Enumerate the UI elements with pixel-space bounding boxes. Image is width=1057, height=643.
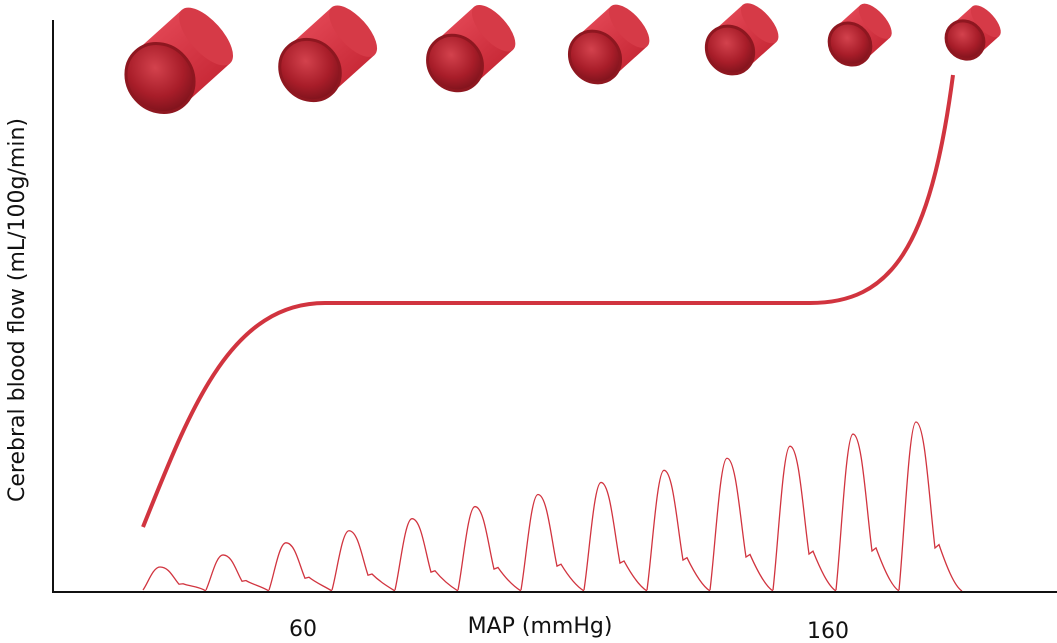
pressure-wave: [898, 421, 963, 592]
pressure-wave: [394, 518, 459, 592]
vessel: [278, 5, 378, 103]
x-tick-label: 160: [807, 619, 849, 643]
vessel: [827, 3, 892, 67]
vessel: [426, 4, 516, 93]
vessel-opening: [704, 24, 756, 76]
vessel-end: [608, 4, 650, 48]
pressure-wave: [331, 530, 396, 592]
x-axis-label: MAP (mmHg): [468, 614, 613, 639]
pressure-wave: [772, 445, 837, 592]
vessels: [124, 3, 1001, 114]
pressure-wave: [457, 505, 522, 592]
pressure-wave: [835, 433, 900, 592]
vessel-end: [858, 3, 892, 39]
pressure-wave: [709, 457, 774, 592]
autoregulation-curve: [141, 74, 955, 528]
vessel-end: [179, 7, 234, 66]
vessel: [567, 4, 650, 85]
vessel: [704, 3, 779, 76]
pressure-wave: [205, 554, 270, 592]
vessel-opening: [426, 33, 484, 93]
y-axis-label: Cerebral blood flow (mL/100g/min): [5, 118, 30, 502]
vessel-body: [576, 6, 648, 78]
pressure-wave: [142, 566, 207, 592]
pressure-waves: [142, 421, 963, 592]
vessel-opening: [278, 37, 342, 103]
vessel-opening: [124, 42, 196, 114]
vessel: [124, 7, 234, 114]
vessel-opening: [827, 21, 873, 67]
vessel-end: [970, 5, 1001, 38]
vessel: [944, 5, 1001, 61]
vessel-end: [471, 4, 516, 52]
x-tick-label: 60: [289, 617, 317, 642]
pressure-wave: [646, 469, 711, 592]
vessel-opening: [944, 19, 986, 61]
vessel-opening: [567, 29, 623, 85]
vessel-end: [329, 5, 378, 57]
vessel-end: [741, 3, 779, 44]
pressure-wave: [268, 542, 333, 592]
pressure-wave: [583, 481, 648, 592]
pressure-wave: [520, 493, 585, 592]
